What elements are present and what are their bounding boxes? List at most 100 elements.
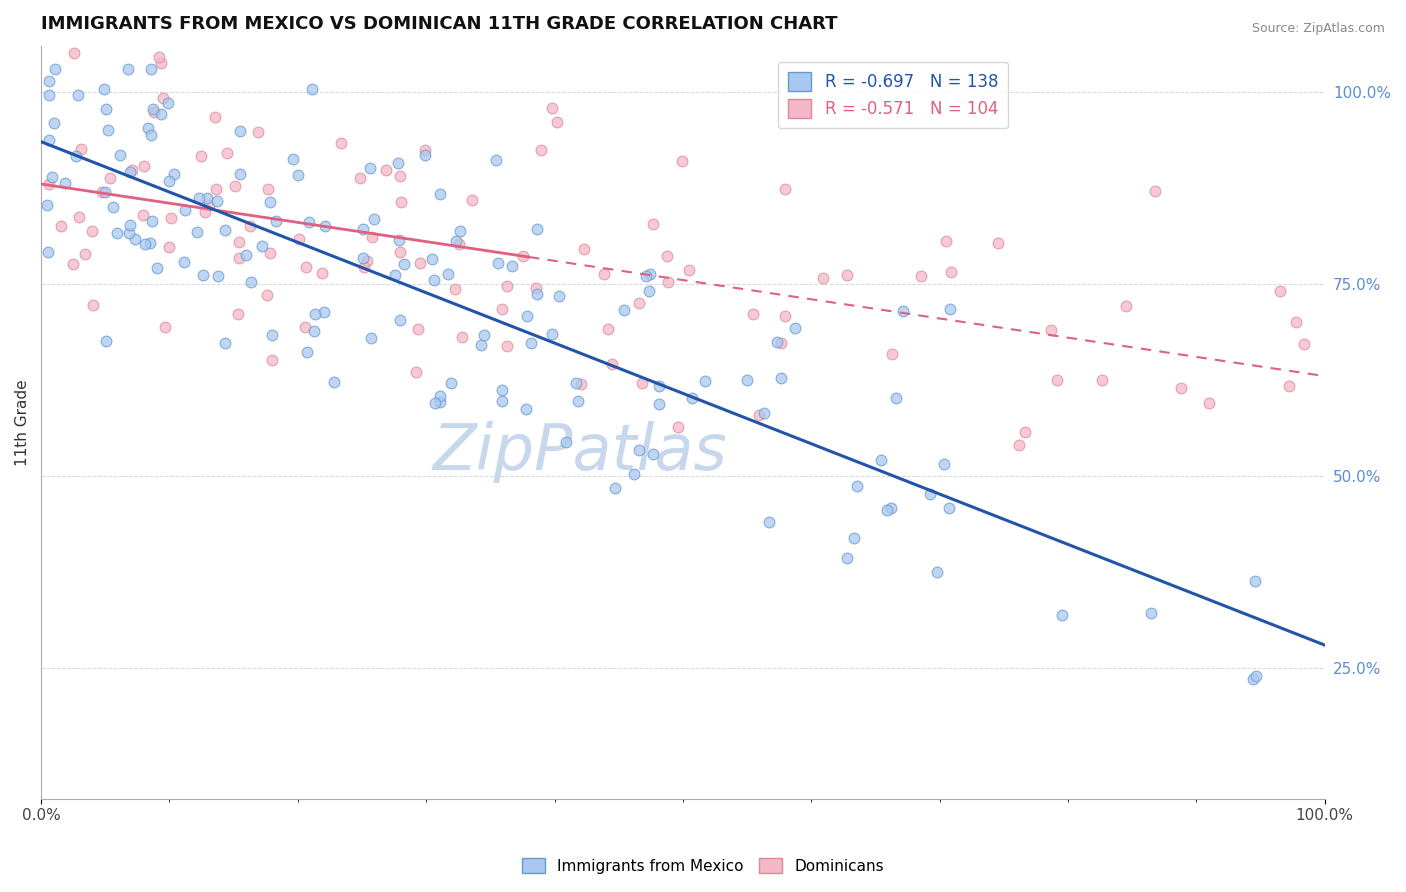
Point: [941, 265, 963, 279]
Point: [449, 236, 471, 251]
Point: [681, 392, 703, 406]
Point: [613, 302, 636, 317]
Point: [186, 225, 208, 239]
Legend: R = -0.697   N = 138, R = -0.571   N = 104: R = -0.697 N = 138, R = -0.571 N = 104: [778, 62, 1008, 128]
Point: [352, 251, 374, 265]
Point: [193, 204, 215, 219]
Point: [82, 224, 104, 238]
Point: [295, 344, 318, 359]
Point: [671, 154, 693, 169]
Point: [304, 306, 326, 320]
Point: [143, 105, 166, 120]
Point: [389, 195, 412, 210]
Text: IMMIGRANTS FROM MEXICO VS DOMINICAN 11TH GRADE CORRELATION CHART: IMMIGRANTS FROM MEXICO VS DOMINICAN 11TH…: [41, 15, 838, 33]
Point: [157, 95, 180, 110]
Point: [449, 224, 471, 238]
Point: [329, 136, 352, 151]
Point: [139, 62, 162, 76]
Point: [65, 149, 87, 163]
Point: [596, 321, 619, 335]
Point: [63, 46, 86, 61]
Point: [139, 128, 162, 142]
Point: [394, 257, 416, 271]
Point: [82, 298, 104, 312]
Point: [491, 393, 513, 408]
Point: [501, 259, 523, 273]
Point: [389, 169, 412, 183]
Point: [1046, 373, 1069, 387]
Point: [638, 267, 661, 281]
Point: [440, 376, 463, 390]
Point: [312, 305, 335, 319]
Point: [238, 219, 260, 233]
Point: [228, 235, 250, 249]
Point: [214, 336, 236, 351]
Point: [845, 479, 868, 493]
Point: [163, 168, 186, 182]
Point: [1268, 284, 1291, 298]
Point: [520, 335, 543, 350]
Point: [783, 321, 806, 335]
Point: [229, 167, 252, 181]
Point: [388, 233, 411, 247]
Point: [648, 397, 671, 411]
Point: [409, 256, 432, 270]
Point: [256, 182, 278, 196]
Point: [574, 242, 596, 256]
Point: [262, 353, 284, 368]
Point: [160, 211, 183, 226]
Point: [70, 142, 93, 156]
Point: [766, 334, 789, 349]
Point: [214, 223, 236, 237]
Point: [413, 143, 436, 157]
Point: [548, 289, 571, 303]
Point: [353, 260, 375, 274]
Point: [758, 516, 780, 530]
Point: [105, 226, 128, 240]
Point: [38, 177, 60, 191]
Point: [657, 248, 679, 262]
Point: [174, 203, 197, 218]
Point: [67, 211, 90, 225]
Point: [247, 125, 270, 139]
Point: [35, 198, 58, 212]
Point: [124, 232, 146, 246]
Point: [195, 191, 218, 205]
Point: [884, 391, 907, 405]
Point: [298, 215, 321, 229]
Point: [288, 232, 311, 246]
Point: [932, 457, 955, 471]
Point: [62, 257, 84, 271]
Point: [352, 222, 374, 236]
Point: [406, 322, 429, 336]
Point: [748, 408, 770, 422]
Point: [603, 481, 626, 495]
Point: [1292, 336, 1315, 351]
Point: [67, 87, 90, 102]
Point: [666, 419, 689, 434]
Point: [1244, 669, 1267, 683]
Point: [134, 237, 156, 252]
Point: [141, 213, 163, 227]
Point: [349, 171, 371, 186]
Point: [939, 301, 962, 316]
Point: [250, 239, 273, 253]
Point: [1243, 574, 1265, 588]
Point: [44, 62, 66, 76]
Point: [540, 326, 562, 341]
Point: [153, 319, 176, 334]
Point: [524, 281, 547, 295]
Point: [678, 262, 700, 277]
Point: [38, 88, 60, 103]
Point: [495, 339, 517, 353]
Point: [91, 186, 114, 200]
Point: [235, 248, 257, 262]
Point: [879, 500, 901, 515]
Point: [485, 153, 508, 167]
Point: [876, 503, 898, 517]
Point: [152, 91, 174, 105]
Point: [49, 219, 72, 234]
Point: [735, 374, 758, 388]
Point: [641, 217, 664, 231]
Point: [188, 191, 211, 205]
